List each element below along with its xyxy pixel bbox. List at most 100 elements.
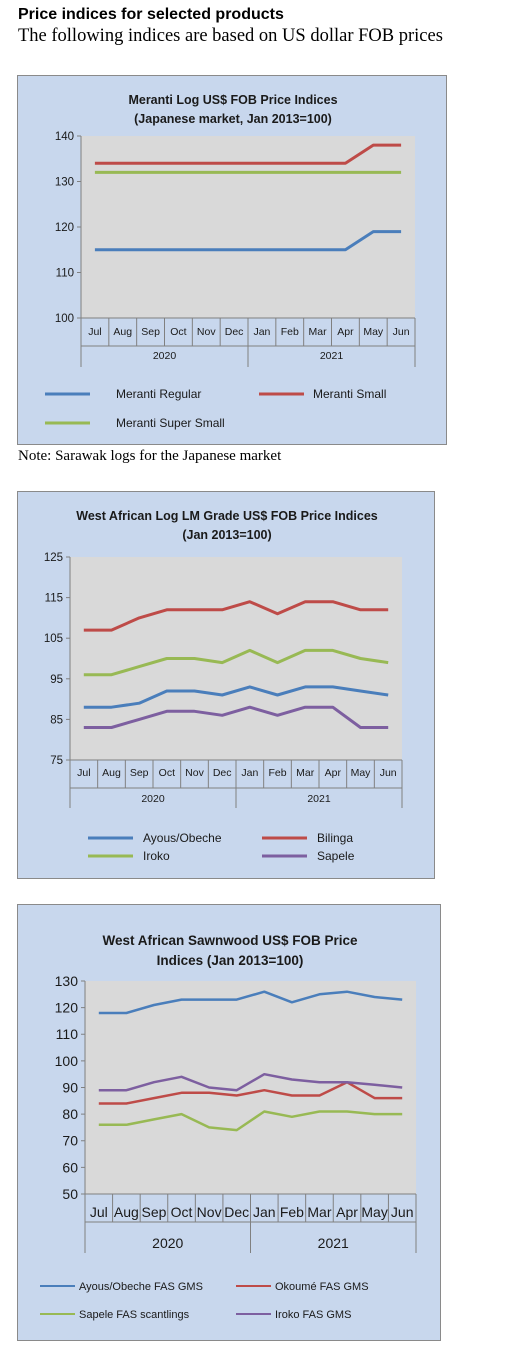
x-tick-label: Jul xyxy=(88,326,101,338)
x-tick-label: Aug xyxy=(102,767,121,779)
y-tick-label: 110 xyxy=(56,268,74,280)
x-tick-label: Apr xyxy=(325,767,342,779)
x-tick-label: Mar xyxy=(296,767,315,779)
x-tick-label: Jan xyxy=(253,1204,276,1220)
legend-label: Sapele FAS scantlings xyxy=(79,1309,190,1321)
y-tick-label: 120 xyxy=(55,1000,79,1016)
x-tick-label: Jan xyxy=(241,767,258,779)
series-line xyxy=(83,685,389,709)
series-line xyxy=(98,1080,403,1105)
x-tick-label: Jan xyxy=(253,326,270,338)
legend-label: Meranti Super Small xyxy=(116,416,225,430)
series-line xyxy=(98,1110,403,1132)
x-tick-label: Aug xyxy=(113,326,132,338)
x-tick-label: Mar xyxy=(307,1204,331,1220)
x-tick-label: Jul xyxy=(90,1204,108,1220)
x-tick-label: Sep xyxy=(130,767,149,779)
chart-title-line: West African Log LM Grade US$ FOB Price … xyxy=(76,509,378,523)
legend-label: Ayous/Obeche FAS GMS xyxy=(79,1281,203,1293)
x-tick-label: May xyxy=(351,767,372,779)
x-tick-label: Dec xyxy=(225,326,244,338)
x-tick-label: Aug xyxy=(114,1204,139,1220)
series-line xyxy=(98,1072,403,1092)
chart-note: Note: Sarawak logs for the Japanese mark… xyxy=(18,448,282,464)
x-tick-label: Jun xyxy=(393,326,410,338)
series-line xyxy=(83,600,389,632)
chart-title-line: Indices (Jan 2013=100) xyxy=(157,953,304,968)
x-tick-label: May xyxy=(363,326,384,338)
chart-title-line: (Jan 2013=100) xyxy=(182,528,271,542)
plot-area xyxy=(81,136,415,318)
x-tick-label: Dec xyxy=(213,767,232,779)
x-tick-label: Sep xyxy=(141,1204,166,1220)
plot-area xyxy=(70,557,402,760)
west-african-log-chart: West African Log LM Grade US$ FOB Price … xyxy=(17,491,435,879)
series-line xyxy=(98,990,403,1015)
x-tick-label: Nov xyxy=(197,1204,222,1220)
legend-label: Bilinga xyxy=(317,831,353,845)
x-tick-label: Sep xyxy=(141,326,160,338)
meranti-log-chart: Meranti Log US$ FOB Price Indices (Japane… xyxy=(17,75,447,445)
y-tick-label: 100 xyxy=(55,313,74,325)
legend-label: Iroko xyxy=(143,849,170,863)
legend-label: Meranti Regular xyxy=(116,387,201,401)
x-group-label: 2021 xyxy=(320,350,344,362)
x-group-label: 2020 xyxy=(141,793,165,805)
west-african-log-chart-svg: West African Log LM Grade US$ FOB Price … xyxy=(44,509,403,863)
x-tick-label: Oct xyxy=(159,767,175,779)
legend-label: Okoumé FAS GMS xyxy=(275,1281,369,1293)
x-tick-label: Oct xyxy=(171,1204,193,1220)
x-tick-label: Jun xyxy=(380,767,397,779)
x-tick-label: Apr xyxy=(337,326,354,338)
x-tick-label: May xyxy=(361,1204,387,1220)
x-tick-label: Oct xyxy=(170,326,186,338)
y-tick-label: 130 xyxy=(55,177,74,189)
x-tick-label: Dec xyxy=(224,1204,249,1220)
y-tick-label: 140 xyxy=(55,131,74,143)
x-group-label: 2020 xyxy=(152,1235,183,1251)
y-tick-label: 70 xyxy=(62,1133,78,1149)
legend-label: Ayous/Obeche xyxy=(143,831,222,845)
y-tick-label: 60 xyxy=(62,1159,78,1175)
series-line xyxy=(83,648,389,677)
y-tick-label: 50 xyxy=(62,1186,78,1202)
x-group-label: 2021 xyxy=(307,793,331,805)
legend-label: Iroko FAS GMS xyxy=(275,1309,351,1321)
y-tick-label: 90 xyxy=(62,1079,78,1095)
series-line xyxy=(94,230,402,252)
x-tick-label: Feb xyxy=(280,1204,304,1220)
x-tick-label: Nov xyxy=(197,326,216,338)
y-tick-label: 75 xyxy=(50,755,63,767)
west-african-sawnwood-chart: West African Sawnwood US$ FOB Price Indic… xyxy=(17,904,441,1341)
x-tick-label: Feb xyxy=(281,326,299,338)
page-subheading: The following indices are based on US do… xyxy=(18,26,443,46)
x-tick-label: Jun xyxy=(391,1204,414,1220)
x-group-label: 2021 xyxy=(318,1235,349,1251)
page-heading: Price indices for selected products xyxy=(18,6,284,23)
y-tick-label: 130 xyxy=(55,973,79,989)
chart-title-line: West African Sawnwood US$ FOB Price xyxy=(102,933,358,948)
x-tick-label: Apr xyxy=(336,1204,358,1220)
x-tick-label: Nov xyxy=(185,767,204,779)
y-tick-label: 120 xyxy=(55,222,74,234)
legend-label: Meranti Small xyxy=(313,387,386,401)
chart-title-line: (Japanese market, Jan 2013=100) xyxy=(134,112,332,126)
west-african-sawnwood-chart-svg: West African Sawnwood US$ FOB Price Indic… xyxy=(40,933,417,1321)
series-line xyxy=(83,705,389,729)
series-line xyxy=(94,143,402,165)
x-group-label: 2020 xyxy=(153,350,177,362)
meranti-log-chart-svg: Meranti Log US$ FOB Price Indices (Japane… xyxy=(45,93,416,430)
y-tick-label: 85 xyxy=(50,714,63,726)
y-tick-label: 80 xyxy=(62,1106,78,1122)
y-tick-label: 100 xyxy=(55,1053,79,1069)
y-tick-label: 125 xyxy=(44,552,63,564)
y-tick-label: 110 xyxy=(56,1026,79,1042)
y-tick-label: 105 xyxy=(44,633,63,645)
x-tick-label: Jul xyxy=(77,767,90,779)
y-tick-label: 95 xyxy=(50,674,63,686)
x-tick-label: Feb xyxy=(268,767,286,779)
chart-title-line: Meranti Log US$ FOB Price Indices xyxy=(128,93,337,107)
x-tick-label: Mar xyxy=(309,326,328,338)
legend-label: Sapele xyxy=(317,849,355,863)
y-tick-label: 115 xyxy=(45,593,63,605)
